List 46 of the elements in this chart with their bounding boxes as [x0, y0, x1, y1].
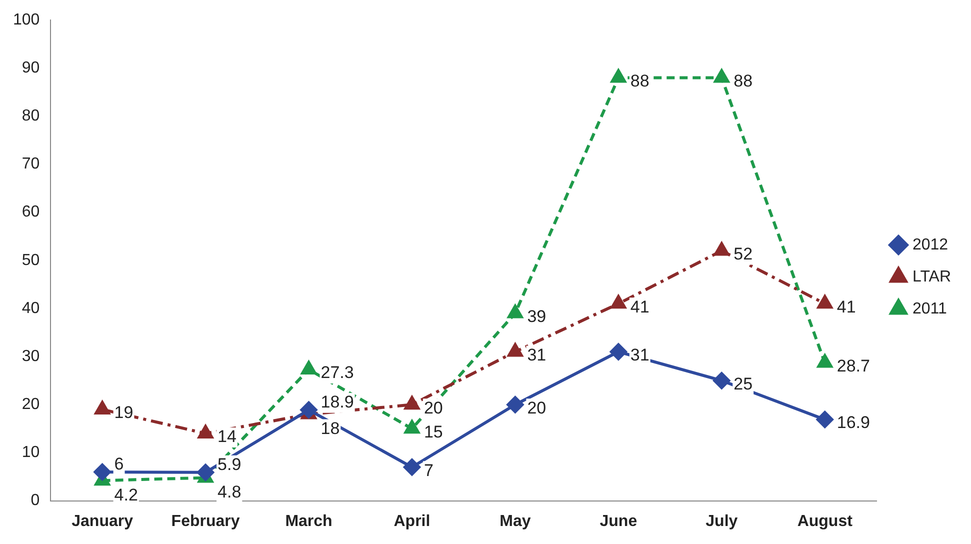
- x-tick-label: April: [394, 512, 430, 530]
- data-label: 27.3: [320, 363, 354, 382]
- x-tick-label: January: [72, 512, 134, 530]
- x-tick-label: August: [797, 512, 854, 530]
- data-label: 20: [527, 398, 546, 418]
- x-tick-label: May: [500, 512, 531, 530]
- data-label: 7: [424, 460, 434, 480]
- y-tick-label: 50: [22, 252, 40, 269]
- y-tick-label: 10: [22, 444, 40, 462]
- legend-label: 2012: [912, 236, 948, 254]
- y-tick-label: 100: [12, 11, 40, 28]
- data-label: 19: [114, 403, 134, 422]
- legend-label: 2011: [912, 300, 947, 318]
- data-label: 14: [218, 427, 236, 446]
- data-label: 31: [527, 345, 546, 364]
- y-tick-label: 70: [22, 156, 40, 173]
- data-label: 4.2: [114, 485, 138, 504]
- data-label: 39: [527, 306, 546, 326]
- x-tick-label: July: [706, 512, 738, 530]
- data-label: 4.8: [218, 482, 242, 502]
- data-label: 16.9: [836, 413, 870, 432]
- x-tick-label: February: [171, 512, 240, 530]
- data-label: 41: [630, 297, 650, 316]
- y-tick-label: 90: [22, 59, 40, 76]
- data-label: 52: [734, 244, 753, 264]
- data-label: 5.9: [218, 455, 242, 474]
- y-tick-label: 80: [22, 108, 40, 125]
- y-tick-label: 0: [30, 492, 40, 510]
- data-label: 88: [734, 71, 753, 90]
- data-label: 25: [734, 374, 753, 394]
- data-label: 28.7: [836, 356, 870, 376]
- data-label: 18.9: [320, 392, 354, 412]
- x-tick-label: March: [285, 512, 332, 530]
- legend-label: LTAR: [912, 268, 952, 286]
- y-tick-label: 30: [22, 348, 40, 365]
- data-label: 15: [424, 422, 443, 442]
- y-tick-label: 60: [22, 204, 40, 221]
- data-label: 20: [424, 398, 443, 418]
- data-label: 6: [114, 454, 124, 474]
- y-tick-label: 40: [22, 300, 40, 317]
- data-label: 31: [630, 345, 650, 364]
- data-label: 18: [320, 418, 340, 438]
- data-label: 41: [836, 297, 856, 316]
- y-tick-label: 20: [22, 396, 40, 414]
- data-label: 88: [630, 71, 650, 90]
- x-tick-label: June: [600, 512, 638, 530]
